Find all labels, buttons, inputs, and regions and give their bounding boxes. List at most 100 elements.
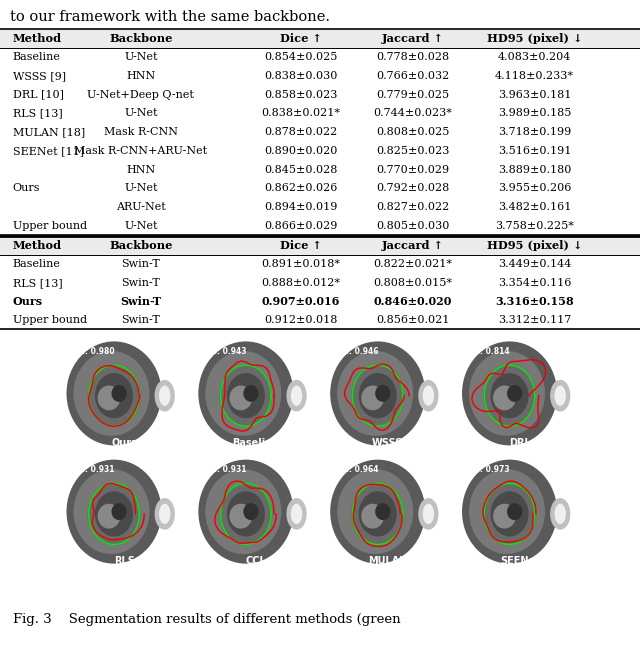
Text: U-Net: U-Net [124,221,157,231]
Ellipse shape [159,386,170,406]
Text: 3.449±0.144: 3.449±0.144 [498,259,571,269]
Text: Baseline: Baseline [13,259,61,269]
Text: Mask R-CNN+ARU-Net: Mask R-CNN+ARU-Net [74,146,207,156]
Text: 3.482±0.161: 3.482±0.161 [498,202,571,212]
Ellipse shape [229,386,252,410]
Text: 0.866±0.029: 0.866±0.029 [264,221,337,231]
Ellipse shape [291,386,302,406]
Ellipse shape [97,386,120,410]
Text: Ours: Ours [13,183,40,193]
Ellipse shape [111,385,127,402]
Text: 0.856±0.021: 0.856±0.021 [376,315,449,325]
Text: HNN: HNN [126,71,156,81]
Ellipse shape [550,380,570,412]
Ellipse shape [419,380,438,412]
Ellipse shape [462,341,557,446]
Text: Baseline: Baseline [13,52,61,62]
Text: U-Net: U-Net [124,109,157,118]
Text: 3.963±0.181: 3.963±0.181 [498,90,571,99]
Text: 0.744±0.023*: 0.744±0.023* [373,109,452,118]
Ellipse shape [220,483,273,545]
Text: Jaccard ↑: Jaccard ↑ [382,240,444,251]
Text: 4.118±0.233*: 4.118±0.233* [495,71,574,81]
Text: SEENet: SEENet [500,556,540,566]
Ellipse shape [422,386,434,406]
Ellipse shape [111,503,127,520]
Text: 3.758±0.225*: 3.758±0.225* [495,221,574,231]
Ellipse shape [205,351,282,436]
Ellipse shape [287,380,307,412]
Text: 0.878±0.022: 0.878±0.022 [264,127,337,137]
Text: Mask R-CNN: Mask R-CNN [104,127,178,137]
Ellipse shape [220,364,273,427]
Text: Baseline: Baseline [232,438,280,448]
Text: Dice: 0.814: Dice: 0.814 [461,347,510,356]
Ellipse shape [490,491,529,536]
Ellipse shape [462,460,557,563]
Ellipse shape [483,483,536,545]
Text: Ours: Ours [111,438,137,448]
Ellipse shape [507,503,522,520]
Text: Upper bound: Upper bound [13,221,87,231]
Text: Swin-T: Swin-T [122,315,160,325]
Ellipse shape [361,504,384,528]
Text: 0.805±0.030: 0.805±0.030 [376,221,449,231]
Text: 0.888±0.012*: 0.888±0.012* [261,278,340,288]
Text: Swin-T: Swin-T [122,259,160,269]
Ellipse shape [375,503,390,520]
Ellipse shape [205,469,282,554]
Ellipse shape [554,386,566,406]
Text: 3.955±0.206: 3.955±0.206 [498,183,571,193]
Text: 0.862±0.026: 0.862±0.026 [264,183,337,193]
Text: RLS [13]: RLS [13] [13,278,63,288]
Text: U-Net: U-Net [124,183,157,193]
Text: Dice: 0.973: Dice: 0.973 [461,465,510,474]
Ellipse shape [243,503,259,520]
Text: U-Net+Deep Q-net: U-Net+Deep Q-net [88,90,194,99]
Text: Dice: 0.964: Dice: 0.964 [330,465,378,474]
Text: 0.778±0.028: 0.778±0.028 [376,52,449,62]
Text: MULAN [18]: MULAN [18] [13,127,85,137]
Ellipse shape [88,364,141,427]
Text: 0.854±0.025: 0.854±0.025 [264,52,337,62]
Ellipse shape [88,483,141,545]
Text: 3.354±0.116: 3.354±0.116 [498,278,571,288]
Text: HNN: HNN [126,165,156,174]
Ellipse shape [422,504,434,524]
Text: Dice: 0.931: Dice: 0.931 [66,465,115,474]
Text: WSSS: WSSS [372,438,404,448]
Text: 0.912±0.018: 0.912±0.018 [264,315,337,325]
Text: 3.718±0.199: 3.718±0.199 [498,127,571,137]
Ellipse shape [243,385,259,402]
Text: 0.838±0.021*: 0.838±0.021* [261,109,340,118]
Text: 0.770±0.029: 0.770±0.029 [376,165,449,174]
Text: Fig. 3    Segmentation results of different methods (green: Fig. 3 Segmentation results of different… [13,612,401,626]
Ellipse shape [97,504,120,528]
Ellipse shape [229,504,252,528]
Ellipse shape [550,498,570,530]
Text: Swin-T: Swin-T [120,296,161,307]
Text: Dice: 0.980: Dice: 0.980 [66,347,115,356]
Text: to our framework with the same backbone.: to our framework with the same backbone. [10,10,330,25]
Text: 0.858±0.023: 0.858±0.023 [264,90,337,99]
Text: 0.792±0.028: 0.792±0.028 [376,183,449,193]
Text: 0.890±0.020: 0.890±0.020 [264,146,337,156]
Text: ARU-Net: ARU-Net [116,202,166,212]
Text: 3.889±0.180: 3.889±0.180 [498,165,571,174]
Text: Dice: 0.946: Dice: 0.946 [330,347,378,356]
Ellipse shape [198,341,293,446]
Text: Method: Method [13,33,62,44]
Text: WSSS [9]: WSSS [9] [13,71,66,81]
Text: Jaccard ↑: Jaccard ↑ [382,33,444,44]
Ellipse shape [74,469,150,554]
Text: DRL [10]: DRL [10] [13,90,64,99]
Text: Dice: 0.943: Dice: 0.943 [198,347,246,356]
Ellipse shape [155,380,175,412]
Ellipse shape [67,460,161,563]
Ellipse shape [483,364,536,427]
Ellipse shape [95,491,133,536]
Text: Ours: Ours [13,296,43,307]
Ellipse shape [291,504,302,524]
Text: Swin-T: Swin-T [122,278,160,288]
Ellipse shape [358,491,397,536]
